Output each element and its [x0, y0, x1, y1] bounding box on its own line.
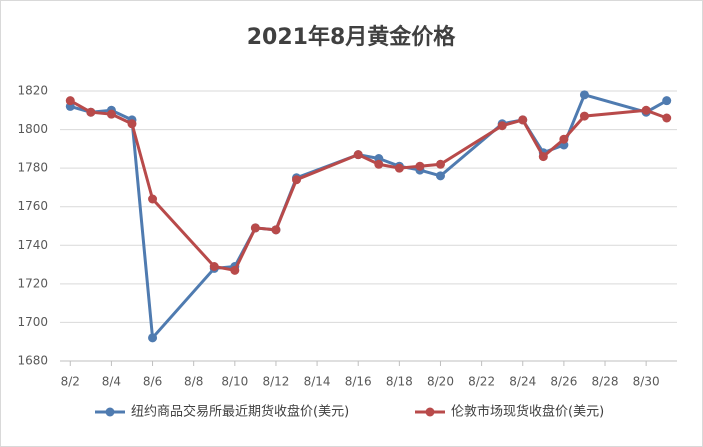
- data-point: [538, 152, 548, 162]
- data-point: [415, 161, 425, 171]
- legend-label: 伦敦市场现货收盘价(美元): [451, 404, 604, 420]
- data-point: [435, 159, 445, 169]
- data-point: [230, 265, 240, 275]
- data-point: [65, 96, 75, 106]
- data-point: [641, 105, 651, 115]
- x-tick-label: 8/8: [184, 375, 203, 389]
- chart-title: 2021年8月黄金价格: [247, 24, 457, 50]
- data-point: [579, 90, 589, 100]
- data-point: [148, 194, 158, 204]
- data-point: [497, 121, 507, 131]
- x-tick-label: 8/4: [102, 375, 121, 389]
- x-tick-label: 8/18: [386, 375, 413, 389]
- data-point: [250, 223, 260, 233]
- data-point: [394, 163, 404, 173]
- series-line: [69, 99, 668, 273]
- x-tick-label: 8/6: [143, 375, 162, 389]
- data-point: [579, 111, 589, 121]
- y-tick-label: 1680: [17, 354, 48, 368]
- data-point: [353, 150, 363, 160]
- data-point: [106, 109, 116, 119]
- data-point: [86, 107, 96, 117]
- x-tick-label: 8/12: [262, 375, 289, 389]
- data-point: [148, 333, 158, 343]
- data-point: [518, 115, 528, 125]
- data-point: [559, 134, 569, 144]
- x-tick-label: 8/24: [509, 375, 536, 389]
- y-tick-label: 1740: [17, 238, 48, 252]
- x-tick-label: 8/16: [345, 375, 372, 389]
- legend-label: 纽约商品交易所最近期货收盘价(美元): [131, 404, 349, 420]
- data-point: [209, 262, 219, 271]
- legend-marker: [105, 407, 115, 417]
- y-tick-label: 1760: [17, 199, 48, 213]
- data-point: [271, 225, 281, 235]
- data-point: [662, 96, 672, 106]
- data-point: [374, 159, 384, 169]
- x-tick-label: 8/20: [427, 375, 454, 389]
- data-point: [127, 119, 137, 129]
- y-tick-label: 1780: [17, 161, 48, 175]
- data-point: [292, 175, 302, 185]
- x-tick-label: 8/22: [468, 375, 495, 389]
- x-tick-label: 8/14: [304, 375, 331, 389]
- x-tick-label: 8/2: [61, 375, 80, 389]
- x-tick-label: 8/10: [221, 375, 248, 389]
- data-point: [662, 113, 672, 123]
- x-tick-label: 8/26: [550, 375, 577, 389]
- x-tick-label: 8/30: [633, 375, 660, 389]
- y-tick-label: 1800: [17, 122, 48, 136]
- y-tick-label: 1700: [17, 315, 48, 329]
- y-tick-label: 1820: [17, 84, 48, 98]
- y-tick-label: 1720: [17, 276, 48, 290]
- legend-marker: [425, 407, 435, 417]
- data-point: [435, 171, 445, 181]
- x-tick-label: 8/28: [592, 375, 619, 389]
